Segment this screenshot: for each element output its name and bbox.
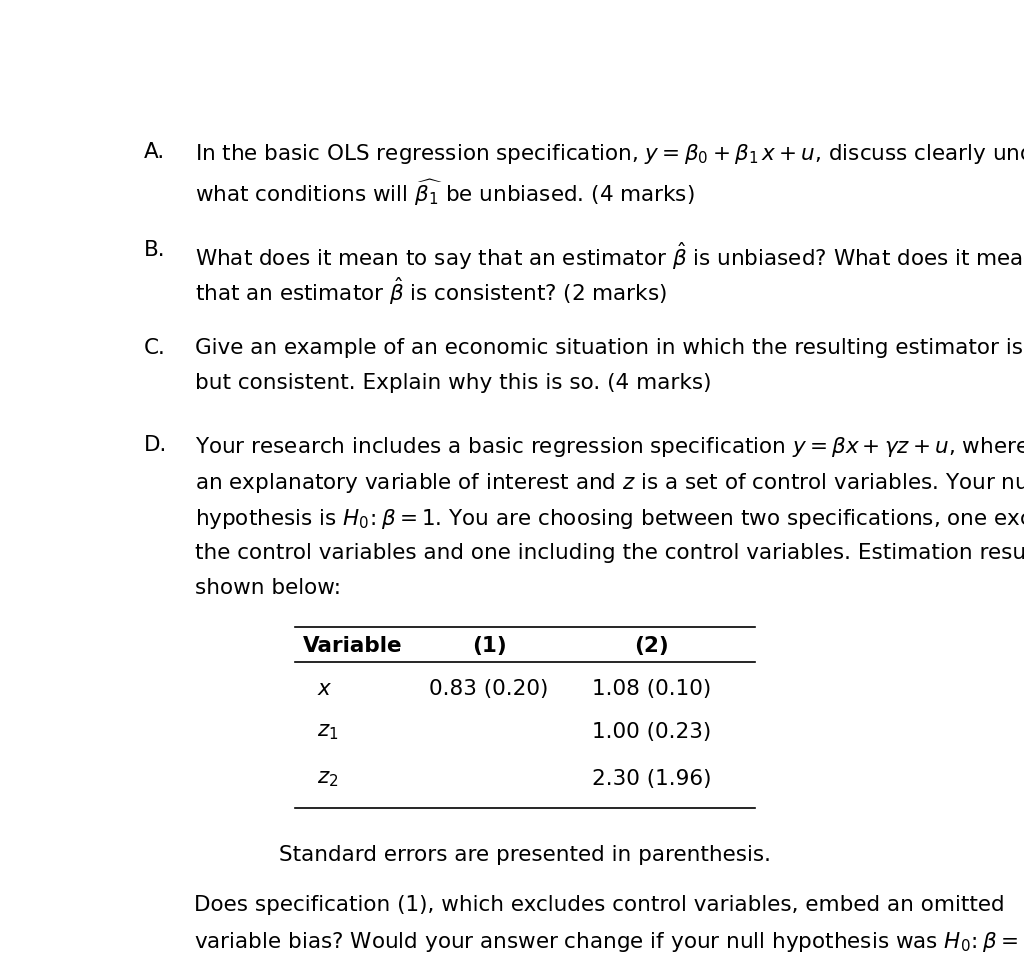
Text: that an estimator $\hat{\beta}$ is consistent? (2 marks): that an estimator $\hat{\beta}$ is consi… bbox=[196, 276, 668, 308]
Text: an explanatory variable of interest and $z$ is a set of control variables. Your : an explanatory variable of interest and … bbox=[196, 471, 1024, 495]
Text: 0.83 (0.20): 0.83 (0.20) bbox=[429, 680, 549, 699]
Text: $0$? Would your answer change if economic theory indicated that $z$  did not: $0$? Would your answer change if economi… bbox=[194, 966, 992, 968]
Text: B.: B. bbox=[143, 240, 166, 259]
Text: 1.08 (0.10): 1.08 (0.10) bbox=[592, 680, 712, 699]
Text: what conditions will $\widehat{\beta_1}$ be unbiased. (4 marks): what conditions will $\widehat{\beta_1}$… bbox=[196, 178, 695, 208]
Text: (1): (1) bbox=[472, 636, 507, 656]
Text: Give an example of an economic situation in which the resulting estimator is bia: Give an example of an economic situation… bbox=[196, 338, 1024, 357]
Text: hypothesis is $H_0\!:\beta = 1$. You are choosing between two specifications, on: hypothesis is $H_0\!:\beta = 1$. You are… bbox=[196, 506, 1024, 530]
Text: Variable: Variable bbox=[303, 636, 402, 656]
Text: variable bias? Would your answer change if your null hypothesis was $H_0\!:\beta: variable bias? Would your answer change … bbox=[194, 930, 1018, 954]
Text: Does specification (1), which excludes control variables, embed an omitted: Does specification (1), which excludes c… bbox=[194, 894, 1005, 915]
Text: the control variables and one including the control variables. Estimation result: the control variables and one including … bbox=[196, 542, 1024, 562]
Text: 2.30 (1.96): 2.30 (1.96) bbox=[592, 769, 712, 789]
Text: $z_1$: $z_1$ bbox=[316, 722, 338, 742]
Text: $x$: $x$ bbox=[316, 680, 333, 699]
Text: shown below:: shown below: bbox=[196, 578, 341, 598]
Text: $z_2$: $z_2$ bbox=[316, 769, 338, 789]
Text: A.: A. bbox=[143, 142, 165, 163]
Text: In the basic OLS regression specification, $y = \beta_0 + \beta_1\, x + u$, disc: In the basic OLS regression specificatio… bbox=[196, 142, 1024, 166]
Text: C.: C. bbox=[143, 338, 166, 357]
Text: but consistent. Explain why this is so. (4 marks): but consistent. Explain why this is so. … bbox=[196, 374, 712, 393]
Text: D.: D. bbox=[143, 436, 167, 455]
Text: (2): (2) bbox=[635, 636, 669, 656]
Text: Standard errors are presented in parenthesis.: Standard errors are presented in parenth… bbox=[279, 845, 771, 865]
Text: Your research includes a basic regression specification $y = \beta x + \gamma z : Your research includes a basic regressio… bbox=[196, 436, 1024, 459]
Text: What does it mean to say that an estimator $\hat{\beta}$ is unbiased? What does : What does it mean to say that an estimat… bbox=[196, 240, 1024, 272]
Text: 1.00 (0.23): 1.00 (0.23) bbox=[592, 722, 712, 742]
